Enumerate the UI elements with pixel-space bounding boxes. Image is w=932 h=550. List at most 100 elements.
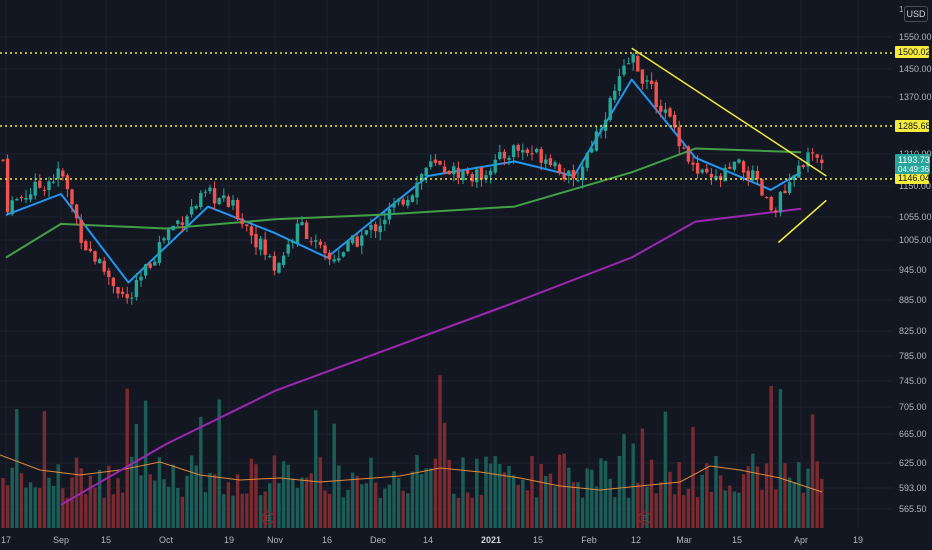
candle[interactable]: [369, 225, 373, 230]
candle[interactable]: [15, 199, 19, 201]
candle[interactable]: [815, 154, 819, 158]
candle[interactable]: [295, 223, 300, 244]
candle[interactable]: [102, 260, 106, 272]
candle[interactable]: [88, 248, 93, 252]
candle[interactable]: [33, 181, 37, 196]
candle[interactable]: [760, 179, 764, 196]
candle[interactable]: [590, 148, 594, 153]
candle[interactable]: [709, 173, 714, 178]
candle[interactable]: [84, 241, 88, 251]
candle[interactable]: [157, 242, 162, 263]
candle[interactable]: [332, 259, 336, 262]
candle[interactable]: [38, 180, 42, 188]
candle[interactable]: [438, 160, 442, 165]
candle[interactable]: [217, 198, 221, 205]
candle[interactable]: [461, 171, 465, 181]
candle[interactable]: [392, 203, 396, 208]
candle[interactable]: [429, 161, 433, 167]
candle[interactable]: [783, 190, 787, 194]
candle[interactable]: [732, 161, 737, 170]
candle[interactable]: [350, 235, 355, 244]
candle[interactable]: [622, 65, 626, 75]
candle[interactable]: [718, 175, 723, 181]
candle[interactable]: [337, 258, 341, 261]
candle[interactable]: [148, 263, 152, 268]
candle[interactable]: [488, 170, 493, 176]
candle[interactable]: [281, 255, 286, 266]
candle[interactable]: [231, 199, 235, 206]
candle[interactable]: [212, 188, 217, 204]
candle[interactable]: [585, 153, 589, 168]
candle[interactable]: [668, 108, 672, 117]
candle[interactable]: [415, 182, 419, 198]
currency-badge[interactable]: USD: [904, 6, 928, 22]
candle[interactable]: [107, 270, 111, 278]
candle[interactable]: [672, 114, 677, 128]
candle[interactable]: [548, 158, 553, 166]
price-axis[interactable]: 1550.001450.001370.001210.001150.001055.…: [895, 32, 932, 514]
candle[interactable]: [258, 238, 263, 250]
candle[interactable]: [810, 152, 815, 154]
candle[interactable]: [806, 152, 810, 167]
candle[interactable]: [360, 235, 364, 246]
candle[interactable]: [51, 181, 56, 183]
candle[interactable]: [139, 276, 143, 281]
candle[interactable]: [235, 200, 240, 219]
candle[interactable]: [636, 55, 640, 72]
candle[interactable]: [534, 148, 539, 153]
candle[interactable]: [567, 170, 571, 176]
candle[interactable]: [401, 199, 405, 205]
earnings-marker[interactable]: [261, 511, 275, 525]
candle[interactable]: [300, 222, 304, 226]
candle[interactable]: [746, 170, 750, 180]
candle[interactable]: [470, 174, 474, 182]
candle[interactable]: [304, 222, 309, 239]
candle[interactable]: [723, 167, 727, 182]
time-axis[interactable]: 17 Sep 15 Oct 19 Nov 16 Dec 14 2021 15 Feb 12 Mar 15 Ap…: [1, 535, 863, 545]
candle[interactable]: [171, 225, 175, 231]
candle[interactable]: [185, 216, 189, 226]
candle[interactable]: [608, 98, 612, 120]
candle[interactable]: [764, 197, 769, 199]
candle[interactable]: [539, 149, 543, 163]
candle[interactable]: [484, 175, 488, 180]
candle[interactable]: [728, 166, 732, 169]
candle[interactable]: [645, 80, 649, 82]
candle[interactable]: [751, 170, 755, 181]
candle[interactable]: [364, 230, 369, 235]
candle[interactable]: [341, 252, 346, 257]
candle[interactable]: [677, 127, 681, 147]
candle[interactable]: [194, 205, 198, 209]
candle[interactable]: [153, 261, 157, 266]
candle[interactable]: [576, 180, 580, 182]
candle[interactable]: [189, 206, 194, 215]
candle[interactable]: [10, 200, 14, 215]
candle[interactable]: [42, 189, 47, 191]
trendline[interactable]: [631, 47, 827, 177]
candle[interactable]: [254, 233, 258, 248]
candle[interactable]: [245, 224, 249, 227]
trendline[interactable]: [777, 199, 827, 244]
candle[interactable]: [93, 251, 97, 262]
candle[interactable]: [1, 159, 5, 161]
candle[interactable]: [314, 240, 318, 242]
candle[interactable]: [447, 170, 451, 175]
candle[interactable]: [406, 199, 410, 206]
candle[interactable]: [70, 189, 74, 205]
candle[interactable]: [208, 187, 212, 192]
candle[interactable]: [741, 161, 746, 173]
candle[interactable]: [410, 195, 415, 202]
candles[interactable]: [1, 51, 824, 305]
candle[interactable]: [327, 252, 332, 260]
candle[interactable]: [511, 145, 516, 158]
candle[interactable]: [125, 294, 129, 299]
candle[interactable]: [571, 169, 576, 179]
candle[interactable]: [594, 131, 599, 151]
candle[interactable]: [65, 175, 70, 190]
candle[interactable]: [19, 196, 24, 199]
candle[interactable]: [383, 219, 387, 225]
candle[interactable]: [442, 166, 447, 173]
candle[interactable]: [465, 169, 470, 174]
